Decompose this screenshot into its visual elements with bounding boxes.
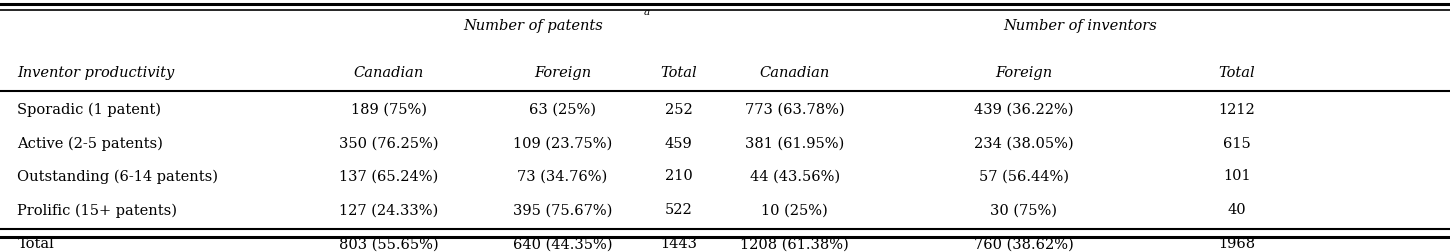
Text: Inventor productivity: Inventor productivity: [17, 66, 174, 80]
Text: Total: Total: [17, 237, 54, 251]
Text: 10 (25%): 10 (25%): [761, 203, 828, 217]
Text: Canadian: Canadian: [760, 66, 829, 80]
Text: 381 (61.95%): 381 (61.95%): [745, 137, 844, 151]
Text: 210: 210: [664, 169, 693, 183]
Text: 1443: 1443: [660, 237, 697, 251]
Text: 439 (36.22%): 439 (36.22%): [974, 103, 1073, 117]
Text: 395 (75.67%): 395 (75.67%): [513, 203, 612, 217]
Text: Number of patents: Number of patents: [464, 19, 603, 34]
Text: Foreign: Foreign: [995, 66, 1053, 80]
Text: 63 (25%): 63 (25%): [529, 103, 596, 117]
Text: 44 (43.56%): 44 (43.56%): [750, 169, 840, 183]
Text: 40: 40: [1228, 203, 1246, 217]
Text: Total: Total: [660, 66, 697, 80]
Text: Foreign: Foreign: [534, 66, 592, 80]
Text: 1208 (61.38%): 1208 (61.38%): [740, 237, 850, 251]
Text: 615: 615: [1222, 137, 1251, 151]
Text: 760 (38.62%): 760 (38.62%): [974, 237, 1073, 251]
Text: 234 (38.05%): 234 (38.05%): [974, 137, 1073, 151]
Text: Prolific (15+ patents): Prolific (15+ patents): [17, 203, 177, 218]
Text: 1212: 1212: [1218, 103, 1256, 117]
Text: 101: 101: [1222, 169, 1251, 183]
Text: 57 (56.44%): 57 (56.44%): [979, 169, 1069, 183]
Text: 127 (24.33%): 127 (24.33%): [339, 203, 438, 217]
Text: 189 (75%): 189 (75%): [351, 103, 426, 117]
Text: 803 (55.65%): 803 (55.65%): [339, 237, 438, 251]
Text: 350 (76.25%): 350 (76.25%): [339, 137, 438, 151]
Text: 1968: 1968: [1218, 237, 1256, 251]
Text: 137 (65.24%): 137 (65.24%): [339, 169, 438, 183]
Text: Total: Total: [1218, 66, 1256, 80]
Text: Canadian: Canadian: [354, 66, 423, 80]
Text: 773 (63.78%): 773 (63.78%): [745, 103, 844, 117]
Text: 459: 459: [664, 137, 693, 151]
Text: 30 (75%): 30 (75%): [990, 203, 1057, 217]
Text: 252: 252: [664, 103, 693, 117]
Text: Number of inventors: Number of inventors: [1003, 19, 1157, 34]
Text: Outstanding (6-14 patents): Outstanding (6-14 patents): [17, 169, 219, 184]
Text: 109 (23.75%): 109 (23.75%): [513, 137, 612, 151]
Text: 522: 522: [664, 203, 693, 217]
Text: 640 (44.35%): 640 (44.35%): [513, 237, 612, 251]
Text: a: a: [644, 8, 650, 17]
Text: 73 (34.76%): 73 (34.76%): [518, 169, 608, 183]
Text: Sporadic (1 patent): Sporadic (1 patent): [17, 102, 161, 117]
Text: Active (2-5 patents): Active (2-5 patents): [17, 136, 164, 151]
